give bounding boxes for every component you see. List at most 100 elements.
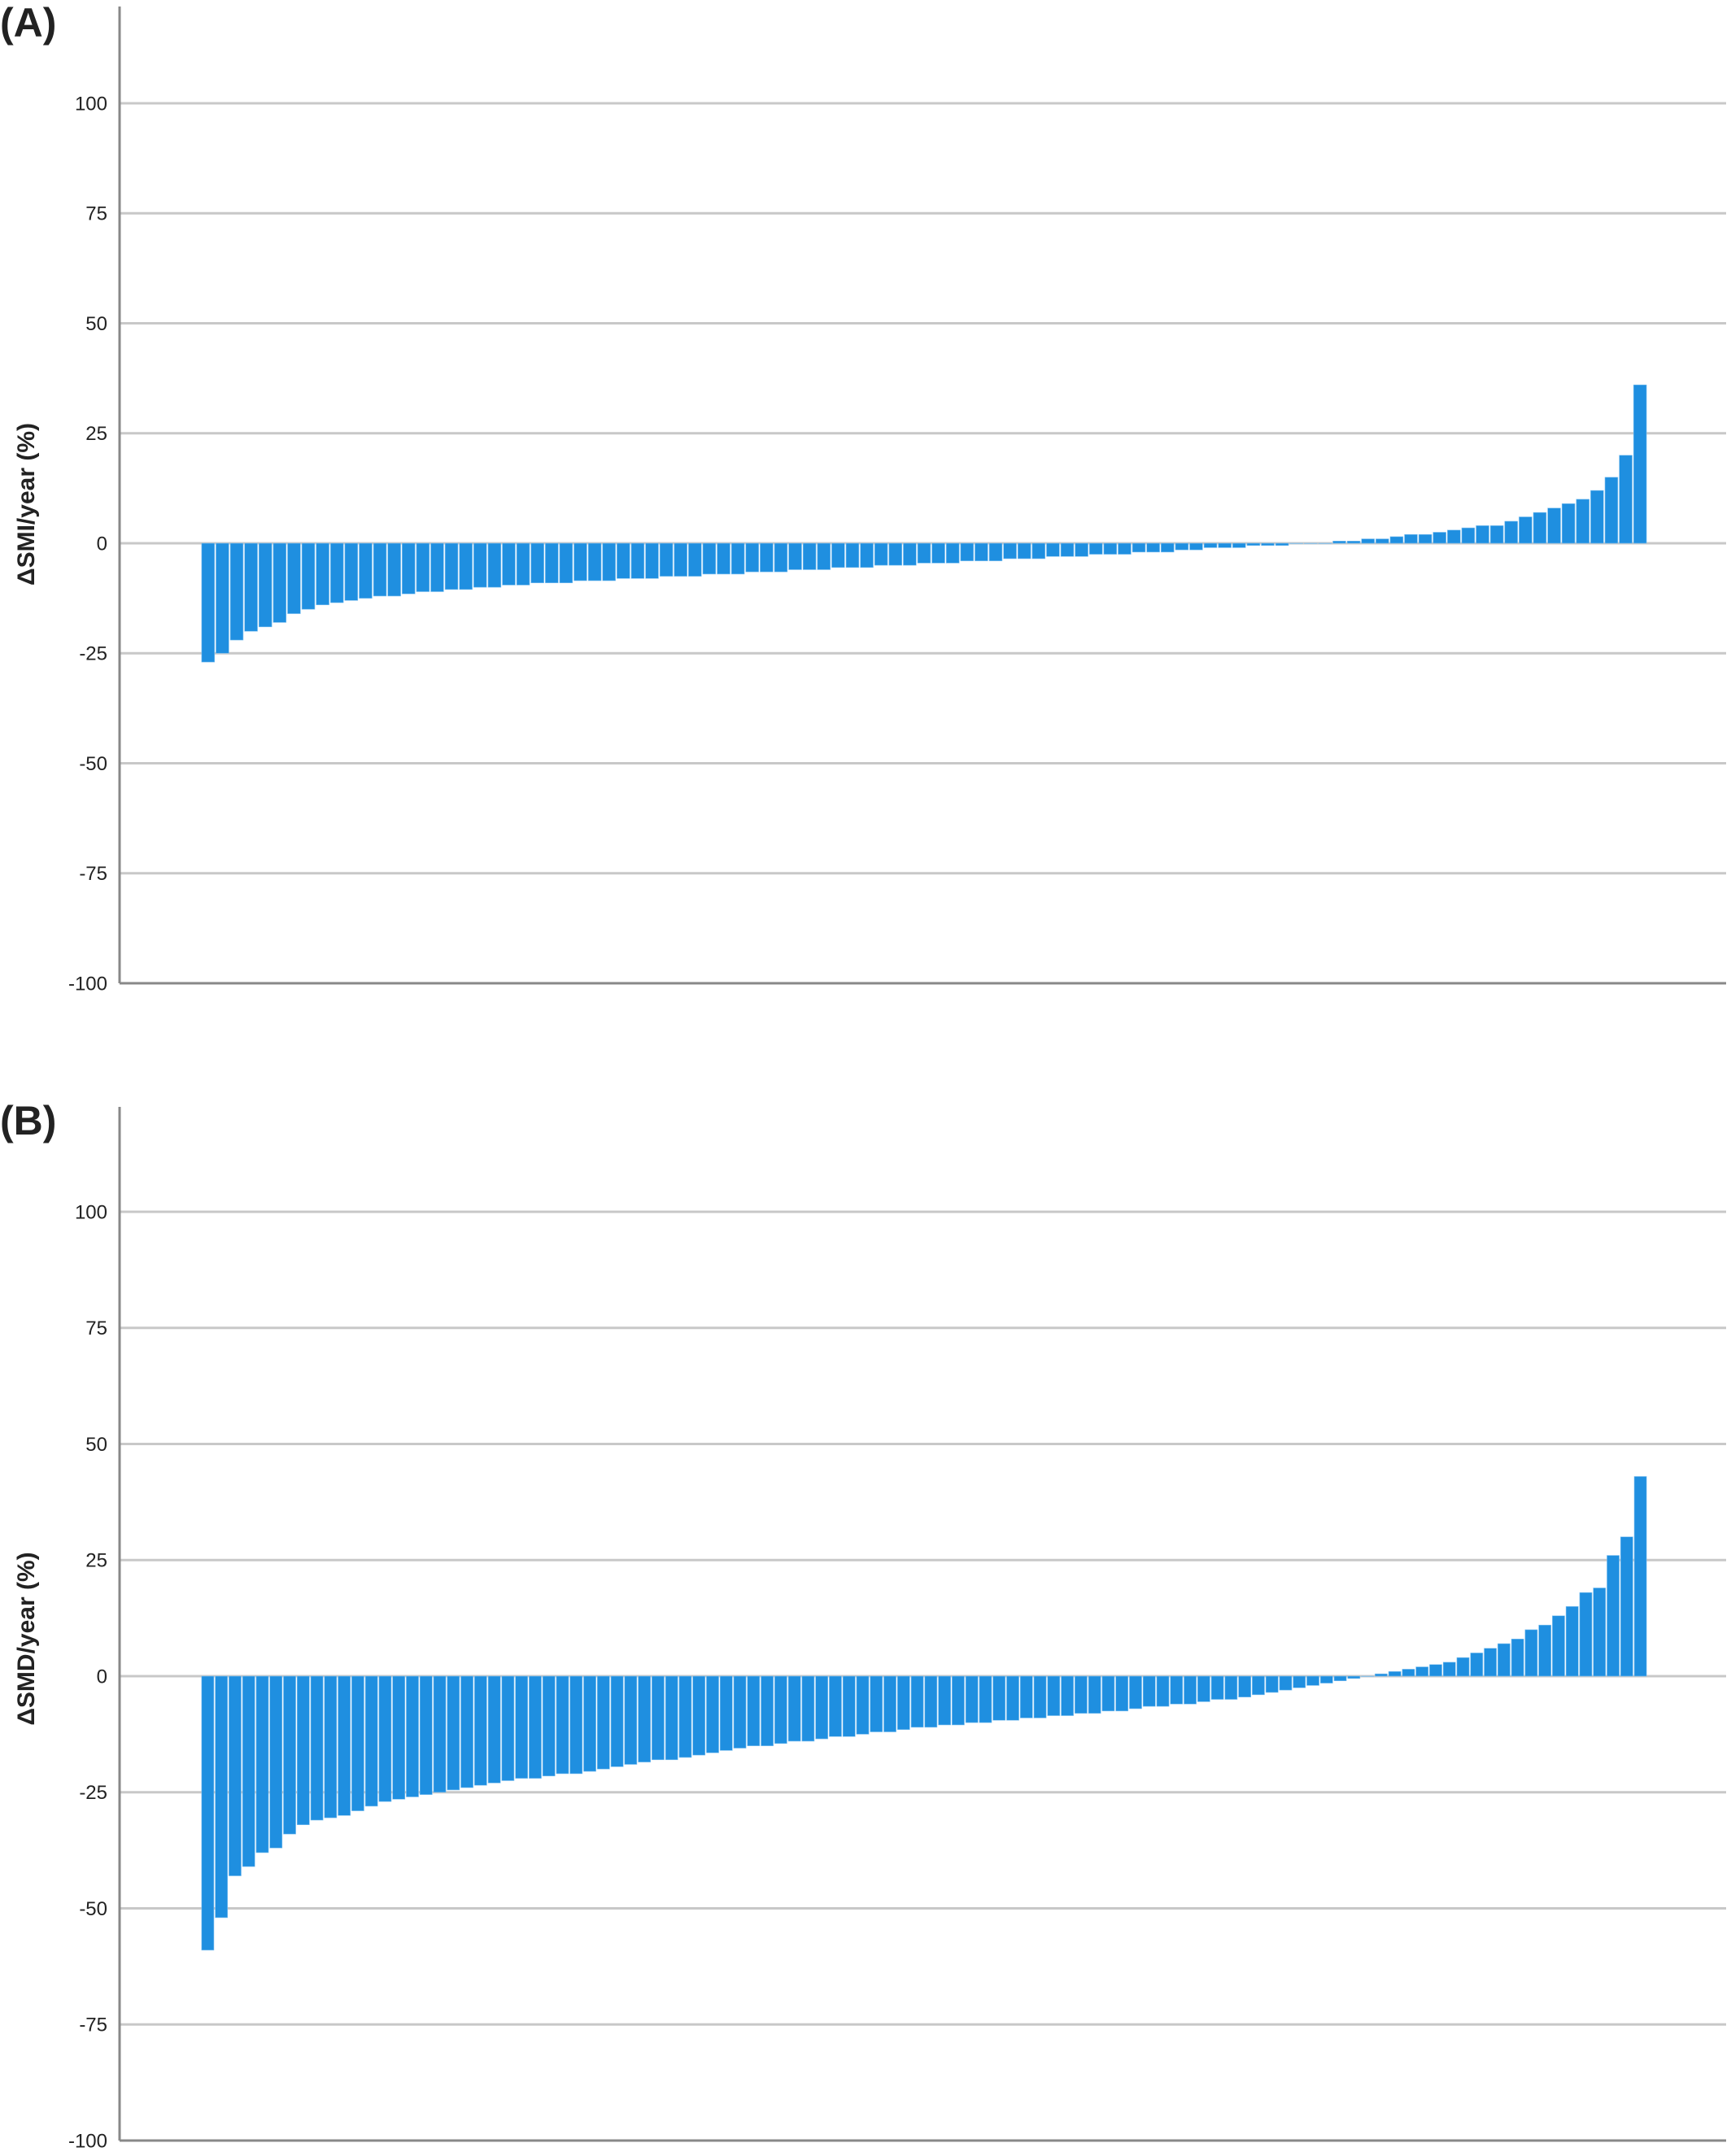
bar (338, 1675, 351, 1816)
bar (1131, 542, 1146, 553)
bar (416, 542, 430, 592)
bar (965, 1675, 979, 1723)
bar (665, 1675, 678, 1761)
bar (433, 1675, 447, 1793)
bar (1538, 1624, 1552, 1677)
bar (229, 1675, 242, 1876)
y-tick-label: -25 (79, 643, 107, 665)
bar (283, 1675, 296, 1835)
bar (419, 1675, 433, 1795)
bar (316, 542, 329, 606)
bar (802, 542, 817, 570)
bar (502, 542, 516, 586)
bar (344, 542, 359, 601)
bar (473, 542, 487, 588)
bar (229, 542, 244, 641)
bar (301, 542, 316, 610)
bar (1346, 540, 1361, 544)
bar (1210, 1675, 1224, 1700)
bar (1429, 1664, 1442, 1677)
bar (829, 1675, 842, 1737)
bar (1224, 1675, 1238, 1700)
bar (938, 1675, 952, 1726)
bar (1101, 1675, 1115, 1712)
bar (860, 542, 874, 568)
bar (924, 1675, 938, 1728)
bar (801, 1675, 815, 1742)
bar (1018, 542, 1031, 560)
bar (1061, 1675, 1074, 1716)
bar (1565, 1606, 1579, 1677)
bar (1146, 542, 1160, 553)
bar (487, 542, 502, 588)
bar (1484, 1648, 1497, 1677)
bar (1524, 1629, 1538, 1677)
y-tick-label: -50 (79, 1898, 107, 1920)
bar (201, 1675, 215, 1951)
bar (896, 1675, 910, 1730)
bar (842, 1675, 856, 1737)
y-axis-title: ΔSMD/year (%) (13, 1552, 40, 1725)
bar (1418, 534, 1432, 544)
bar (952, 1675, 965, 1726)
bar (215, 1675, 229, 1919)
bar (645, 542, 659, 579)
y-tick-label: -75 (79, 863, 107, 885)
bar (1232, 542, 1246, 548)
bar (1189, 542, 1203, 551)
bar (1252, 1675, 1265, 1696)
bar (910, 1675, 924, 1728)
bar (1304, 542, 1318, 544)
bar (1432, 532, 1446, 544)
bar (1088, 1675, 1101, 1714)
bar (1404, 534, 1418, 544)
bar (516, 542, 530, 586)
y-tick-label: 75 (85, 203, 107, 225)
bar (730, 542, 745, 575)
bar (1590, 490, 1604, 544)
bar (406, 1675, 419, 1797)
bar (459, 542, 473, 590)
bar (1047, 1675, 1061, 1716)
bar (330, 542, 344, 603)
bar (1593, 1588, 1607, 1677)
bar (1019, 1675, 1033, 1718)
bar (1238, 1675, 1252, 1697)
y-tick-label: -50 (79, 753, 107, 775)
bar (1197, 1675, 1210, 1702)
bar (1060, 542, 1075, 557)
bar (359, 542, 373, 599)
bar (460, 1675, 473, 1788)
bar (602, 542, 616, 581)
bar (717, 542, 730, 575)
y-tick-label: -100 (68, 2130, 107, 2152)
bar (1476, 525, 1489, 544)
bar (638, 1675, 651, 1762)
bar (1170, 1675, 1184, 1705)
bar (1103, 542, 1118, 555)
bar (988, 542, 1003, 561)
bar (1293, 1675, 1306, 1688)
bar (1046, 542, 1060, 557)
bar (652, 1675, 665, 1761)
bar (1402, 1669, 1415, 1677)
y-tick-label: 75 (85, 1318, 107, 1339)
bar (1332, 540, 1346, 544)
bar (1033, 1675, 1047, 1718)
bar (515, 1675, 529, 1779)
y-tick-label: -100 (68, 973, 107, 995)
y-tick-label: -75 (79, 2014, 107, 2036)
bar (447, 1675, 460, 1791)
bar (960, 542, 975, 561)
bar (888, 542, 903, 566)
bar (1175, 542, 1189, 551)
bar (1361, 538, 1375, 544)
bar (774, 542, 788, 573)
bar (1442, 1662, 1456, 1677)
bar (364, 1675, 378, 1807)
bar (444, 542, 459, 590)
bar (583, 1675, 596, 1772)
bar (992, 1675, 1006, 1721)
bar (856, 1675, 870, 1735)
